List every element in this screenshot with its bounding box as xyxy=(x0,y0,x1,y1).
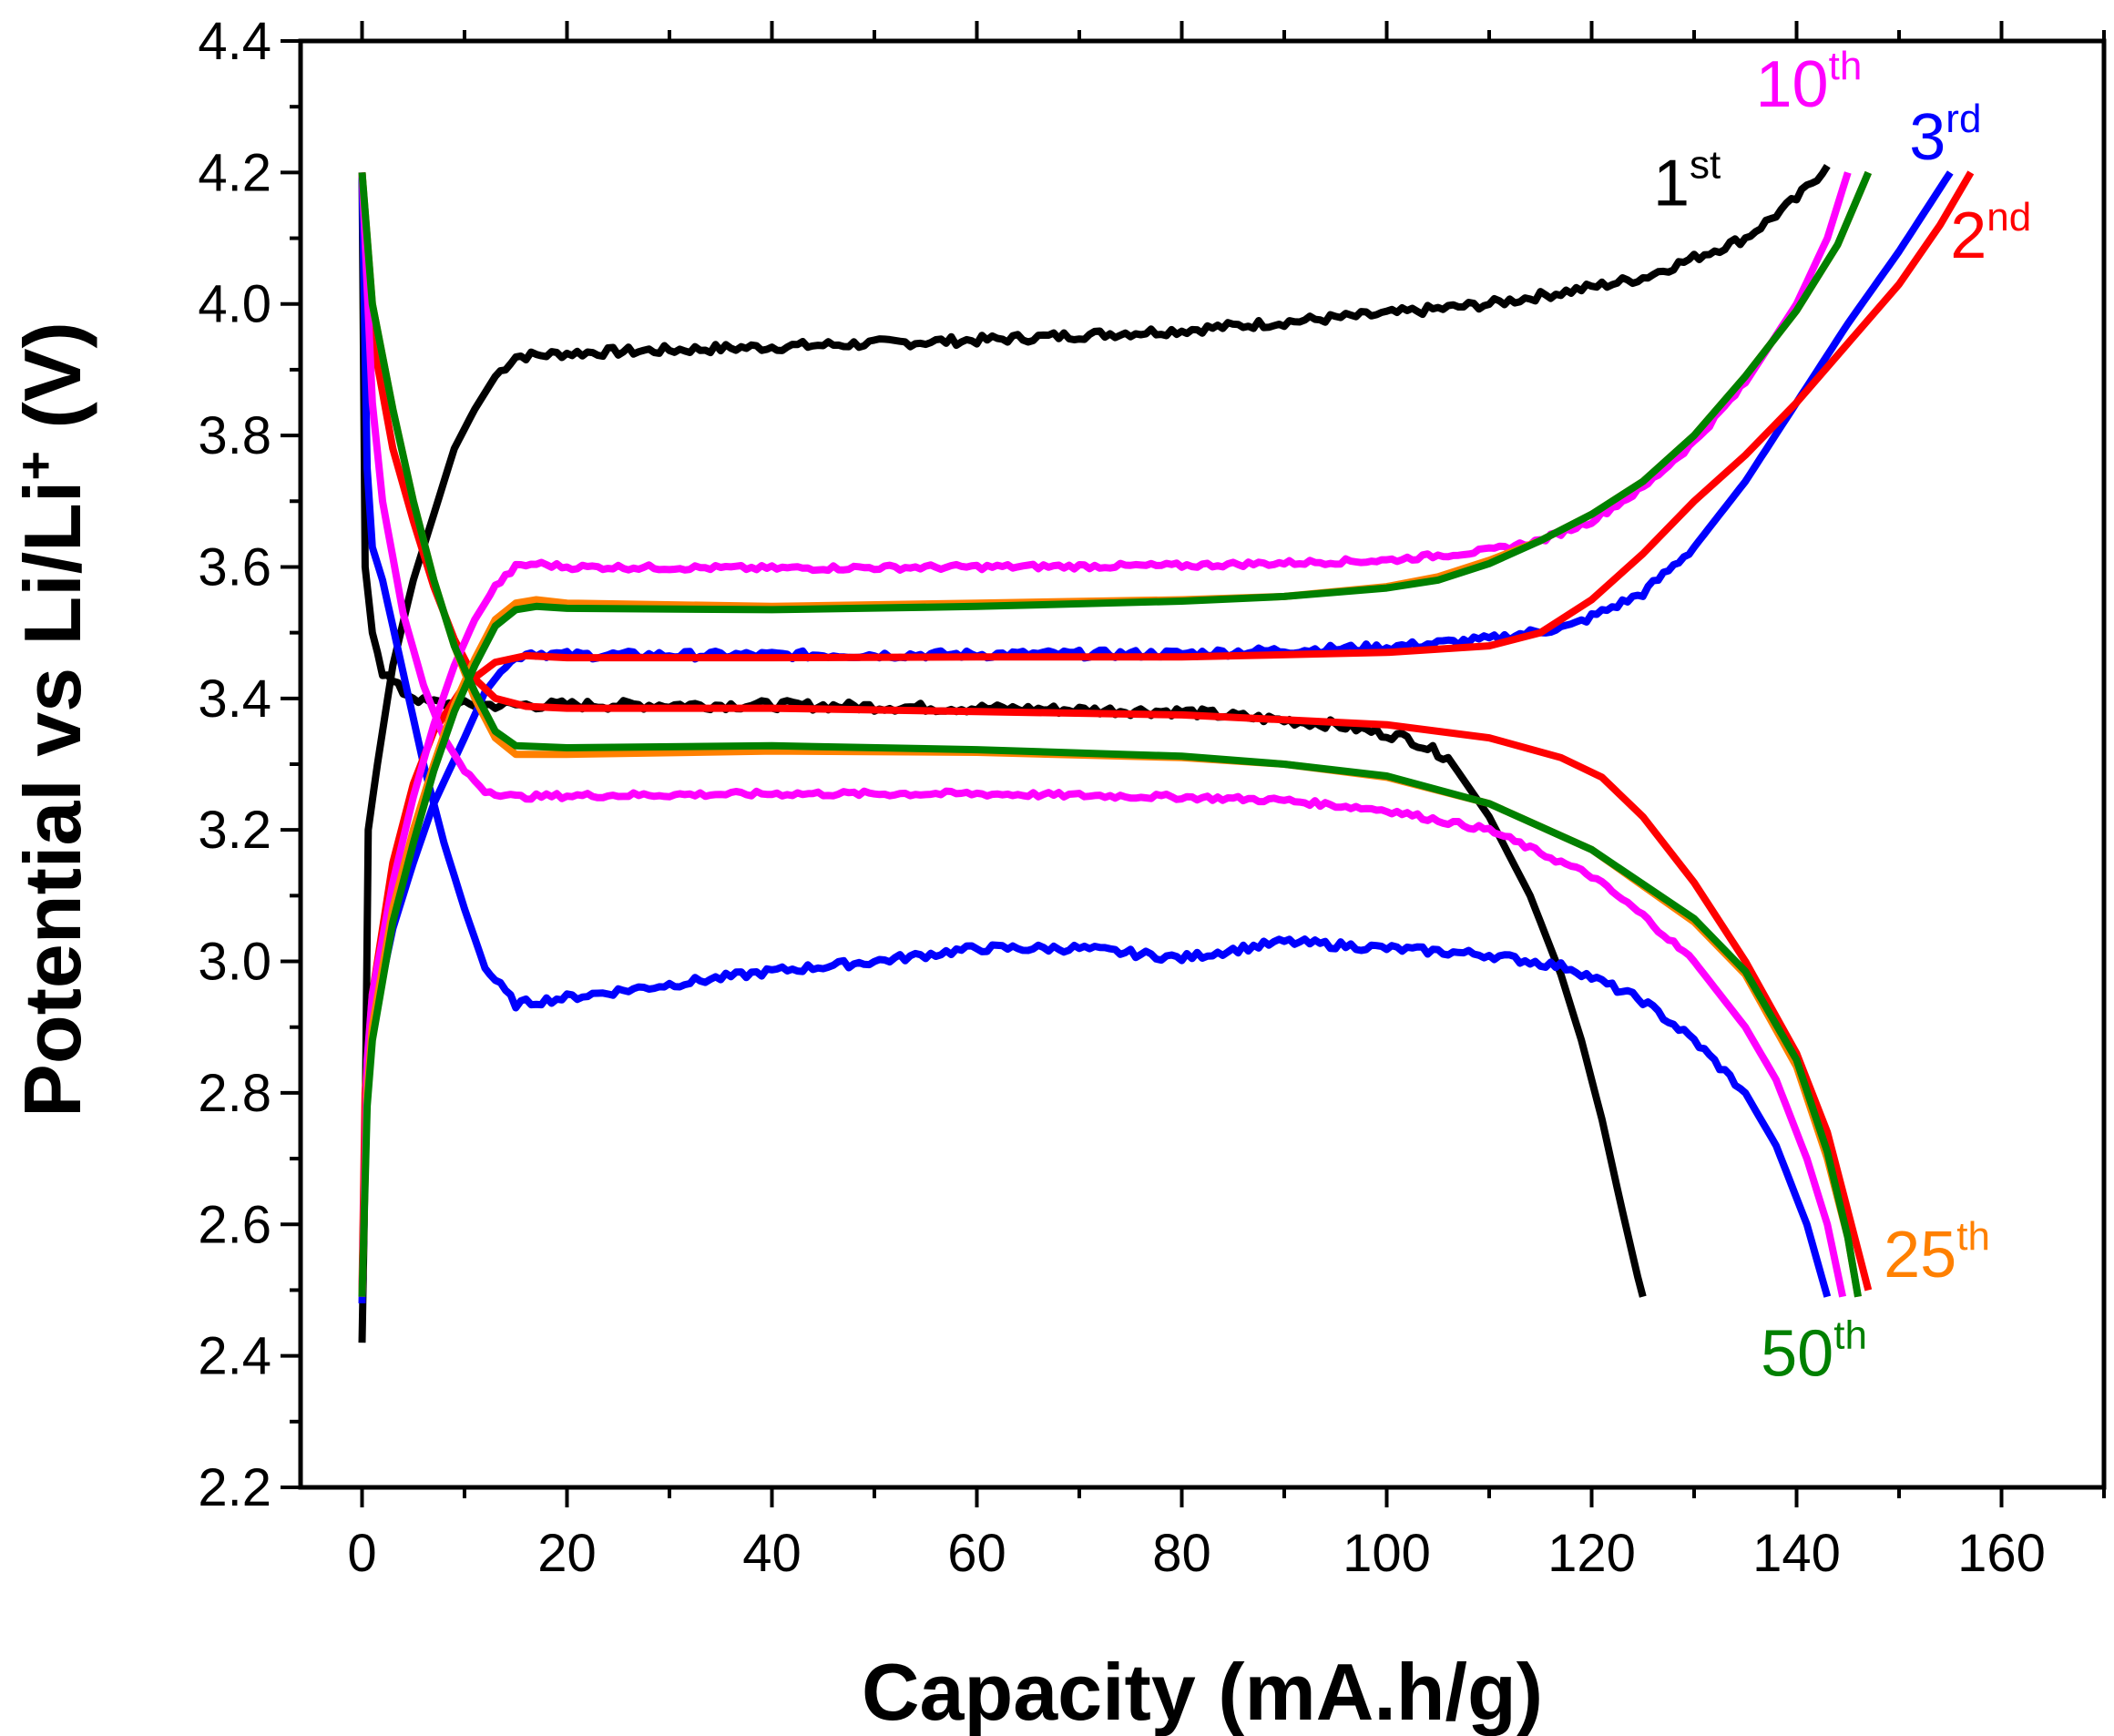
series-label-3rd: 3rd xyxy=(1909,97,1981,174)
series-3rd-discharge-line xyxy=(358,172,1832,1298)
series-label-1st: 1st xyxy=(1653,142,1721,220)
x-tick-label: 160 xyxy=(1957,1524,2046,1583)
series-3rd-charge-line xyxy=(358,170,1954,1303)
y-tick-label: 3.6 xyxy=(198,537,271,597)
series-label-suffix: st xyxy=(1690,142,1721,187)
y-tick-label: 4.2 xyxy=(198,143,271,202)
series-2nd-charge-line xyxy=(358,170,1975,1291)
x-tick-label: 80 xyxy=(1152,1524,1211,1583)
series-10th-discharge-line xyxy=(358,172,1847,1298)
x-tick-label: 0 xyxy=(347,1524,376,1583)
series-label-suffix: th xyxy=(1833,1312,1867,1357)
y-tick-label: 3.4 xyxy=(198,669,271,729)
y-tick-label: 2.2 xyxy=(198,1458,271,1517)
y-tick-label: 2.8 xyxy=(198,1064,271,1123)
y-tick-label: 4.0 xyxy=(198,275,271,334)
series-label-number: 10 xyxy=(1756,48,1829,121)
x-tick-label: 140 xyxy=(1752,1524,1841,1583)
y-tick-label: 2.4 xyxy=(198,1327,271,1386)
series-label-suffix: th xyxy=(1956,1214,1990,1259)
y-axis-title-main: Potential vs Li/Li xyxy=(7,481,97,1118)
x-axis-title: Capacity (mA.h/g) xyxy=(862,1647,1543,1736)
series-10th-charge-line xyxy=(358,171,1852,1297)
x-tick-label: 20 xyxy=(537,1524,597,1583)
series-label-suffix: th xyxy=(1829,44,1863,88)
series-label-2nd: 2nd xyxy=(1950,195,2031,272)
series-1st-charge-line xyxy=(358,163,1831,1343)
y-tick-label: 3.2 xyxy=(198,801,271,860)
series-1st-discharge-line xyxy=(358,172,1647,1298)
x-tick-label: 60 xyxy=(947,1524,1006,1583)
series-50th-discharge-line xyxy=(358,172,1862,1298)
series-label-50th: 50th xyxy=(1761,1312,1867,1390)
x-tick-label: 100 xyxy=(1343,1524,1431,1583)
series-25th-discharge-line xyxy=(358,172,1862,1298)
axis-ticks xyxy=(281,21,2106,1507)
x-tick-label: 120 xyxy=(1547,1524,1636,1583)
series-label-suffix: nd xyxy=(1986,195,2031,240)
series-label-25th: 25th xyxy=(1884,1214,1990,1292)
series-layer xyxy=(358,163,1975,1343)
y-axis-title-sup: + xyxy=(6,451,64,481)
series-label-number: 2 xyxy=(1950,199,1986,272)
y-tick-label: 4.4 xyxy=(198,12,271,71)
series-label-number: 1 xyxy=(1653,147,1690,220)
y-tick-label: 2.6 xyxy=(198,1195,271,1254)
y-axis-title: Potential vs Li/Li+ (V) xyxy=(6,322,97,1118)
axis-tick-labels: 0 20 40 60 80 100 120 140 160 2.2 2.4 2.6 2.8 3.0 3.2 3… xyxy=(198,12,2046,1583)
x-tick-label: 40 xyxy=(742,1524,802,1583)
y-tick-label: 3.0 xyxy=(198,933,271,992)
series-label-10th: 10th xyxy=(1756,44,1863,121)
series-label-number: 50 xyxy=(1761,1317,1833,1390)
y-tick-label: 3.8 xyxy=(198,406,271,465)
series-label-number: 3 xyxy=(1909,101,1945,174)
series-label-suffix: rd xyxy=(1945,97,1981,141)
series-label-number: 25 xyxy=(1884,1219,1956,1292)
series-50th-charge-line xyxy=(358,170,1872,1297)
y-axis-title-tail: (V) xyxy=(7,322,97,451)
